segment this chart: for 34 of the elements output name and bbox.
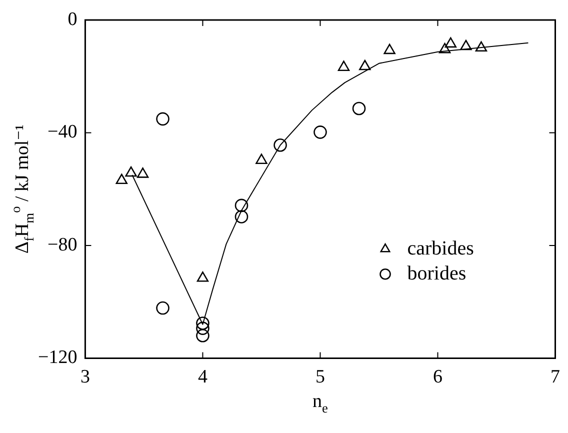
y-tick-label: −40 [47,122,78,143]
x-tick-label: 4 [198,366,208,388]
point [196,272,209,282]
y-axis-title: ΔfHmo / kJ mol⁻¹ [8,124,36,254]
point [274,138,287,152]
point [338,60,350,71]
point [116,174,128,184]
point [196,322,210,335]
x-tick-label: 7 [550,366,560,388]
y-tick-label: 0 [68,8,78,30]
point [359,60,371,70]
y-tick-label: −80 [47,234,78,256]
point [314,126,327,139]
point [136,168,149,178]
point [444,37,457,48]
point [438,42,451,54]
x-tick-label: 5 [315,366,325,388]
point [384,44,396,54]
x-tick-label: 3 [80,366,90,388]
point [196,316,210,330]
point [196,329,210,342]
point [234,198,248,212]
point [352,102,366,116]
legend-label: carbides [407,237,474,260]
legend-label: borides [407,262,466,284]
point [125,166,137,177]
point [475,41,488,52]
point [234,210,248,224]
x-tick-label: 6 [432,366,442,388]
point [156,112,170,126]
point [156,301,170,315]
point [460,40,472,50]
point [256,154,268,164]
y-tick-label: −120 [38,347,78,368]
